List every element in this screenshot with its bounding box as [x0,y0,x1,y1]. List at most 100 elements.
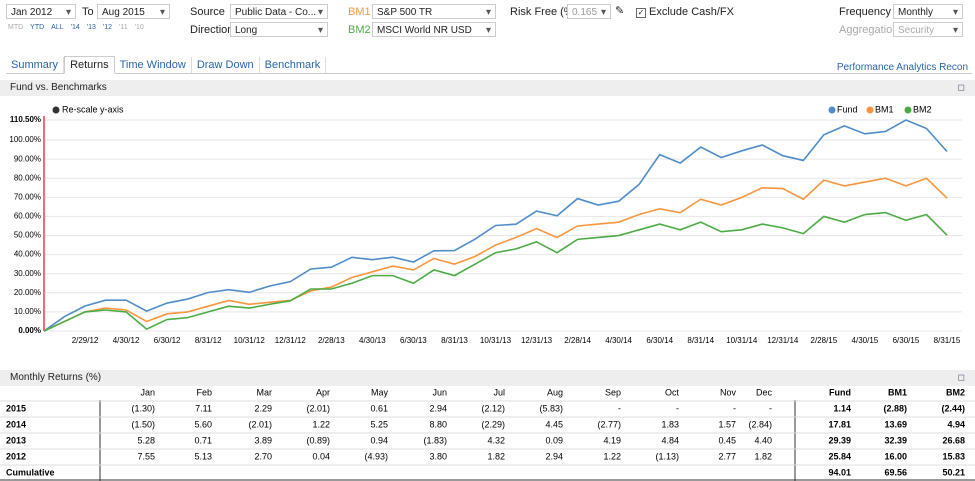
cell: (2.84) [748,419,772,429]
cell: - [618,403,621,413]
x-tick-label: 8/31/14 [687,336,714,345]
cell: 0.45 [718,435,736,445]
y-tick-label: 10.00% [14,307,41,316]
column-header: BM2 [946,387,965,397]
y-tick-label: 20.00% [14,288,41,297]
exclude-label: Exclude Cash/FX [649,6,734,18]
legend-label[interactable]: Fund [837,104,858,114]
cell: 26.68 [942,435,965,445]
y-tick-label: 40.00% [14,250,41,259]
quick-range[interactable]: '12 [102,24,113,31]
x-tick-label: 6/30/15 [893,336,920,345]
tab[interactable]: Benchmark [260,57,327,73]
maximize-icon[interactable]: ◻ [957,82,965,92]
y-tick-label: 100.00% [9,135,41,144]
cell: 5.28 [137,435,155,445]
source-select[interactable]: Public Data - Co... [230,4,328,20]
tab[interactable]: Draw Down [192,57,260,73]
source-label: Source [190,6,225,18]
cell: (4.93) [364,451,388,461]
x-tick-label: 8/31/15 [934,336,961,345]
column-header: Sep [605,387,621,397]
x-tick-label: 12/31/13 [521,336,553,345]
bm1-select[interactable]: S&P 500 TR [372,4,496,20]
edit-icon[interactable]: ✎ [615,5,625,17]
quick-ranges: MTD YTD ALL '14 '13 '12 '11 '10 [8,24,151,31]
legend-dot[interactable] [904,106,912,114]
column-header: Nov [720,387,737,397]
cell: 50.21 [942,467,965,477]
legend-dot[interactable] [828,106,836,114]
cell: 25.84 [828,451,851,461]
quick-range[interactable]: '13 [86,24,96,31]
direction-select[interactable]: Long [230,22,328,38]
cell: - [733,403,736,413]
cell: 5.60 [194,419,212,429]
start-select[interactable]: Jan 2012 [6,4,76,20]
cell: 32.39 [884,435,907,445]
cell: 15.83 [942,451,965,461]
y-tick-label: 70.00% [14,192,41,201]
cell: 4.84 [661,435,679,445]
risk-free-input[interactable]: 0.165 [567,4,611,20]
legend-dot[interactable] [866,106,874,114]
cell: - [769,403,772,413]
table-panel-header: Monthly Returns (%) ◻ [0,370,975,386]
legend-label[interactable]: BM2 [913,104,932,114]
x-tick-label: 4/30/13 [359,336,386,345]
cell: 4.94 [947,419,965,429]
x-tick-label: 10/31/14 [726,336,758,345]
to-label: To [82,6,94,18]
aggregation-select[interactable]: Security [893,22,963,38]
cell: (1.83) [423,435,447,445]
end-select[interactable]: Aug 2015 [97,4,170,20]
legend-label[interactable]: BM1 [875,104,894,114]
tab[interactable]: Returns [64,56,115,74]
cell: 1.83 [661,419,679,429]
direction-label: Direction [190,24,234,36]
y-tick-label: 0.00% [18,326,41,335]
x-tick-label: 10/31/12 [234,336,266,345]
cell: (2.29) [481,419,505,429]
quick-range[interactable]: ALL [51,24,64,31]
app-link[interactable]: Performance Analytics Recon [836,62,968,73]
panel-title: Monthly Returns (%) [10,372,102,383]
quick-range[interactable]: '14 [70,24,80,31]
cell: 2.77 [718,451,736,461]
x-tick-label: 10/31/13 [480,336,512,345]
cell: 5.25 [370,419,388,429]
bm2-select[interactable]: MSCI World NR USD [372,22,496,38]
y-tick-label: 90.00% [14,154,41,163]
frequency-select[interactable]: Monthly [893,4,963,20]
cell: (2.44) [941,403,965,413]
cell: (5.83) [539,403,563,413]
maximize-icon[interactable]: ◻ [957,372,965,382]
cell: (1.30) [131,403,155,413]
column-header: Mar [257,387,273,397]
rescale-dot[interactable] [52,106,60,114]
quick-range[interactable]: YTD [30,24,45,31]
quick-range[interactable]: '10 [134,24,144,31]
risk-free-label: Risk Free (%) [510,6,578,18]
cell: (2.88) [883,403,907,413]
x-tick-label: 2/29/12 [72,336,99,345]
cell: 7.11 [195,403,212,413]
cell: 1.22 [312,419,330,429]
series-line [43,177,948,332]
cell: 4.40 [754,435,772,445]
x-tick-label: 2/28/14 [564,336,591,345]
y-tick-label: 60.00% [14,212,41,221]
tab[interactable]: Time Window [115,57,192,73]
cell: 69.56 [884,467,907,477]
cell: 1.82 [754,451,772,461]
x-tick-label: 2/28/15 [811,336,838,345]
x-tick-label: 6/30/13 [400,336,427,345]
cell: 3.89 [254,435,272,445]
quick-range[interactable]: '11 [119,24,128,31]
quick-range[interactable]: MTD [8,24,24,31]
exclude-checkbox[interactable]: ✓ Exclude Cash/FX [636,6,734,18]
cell: 4.19 [603,435,621,445]
tab[interactable]: Summary [6,57,65,73]
cell: 7.55 [137,451,155,461]
